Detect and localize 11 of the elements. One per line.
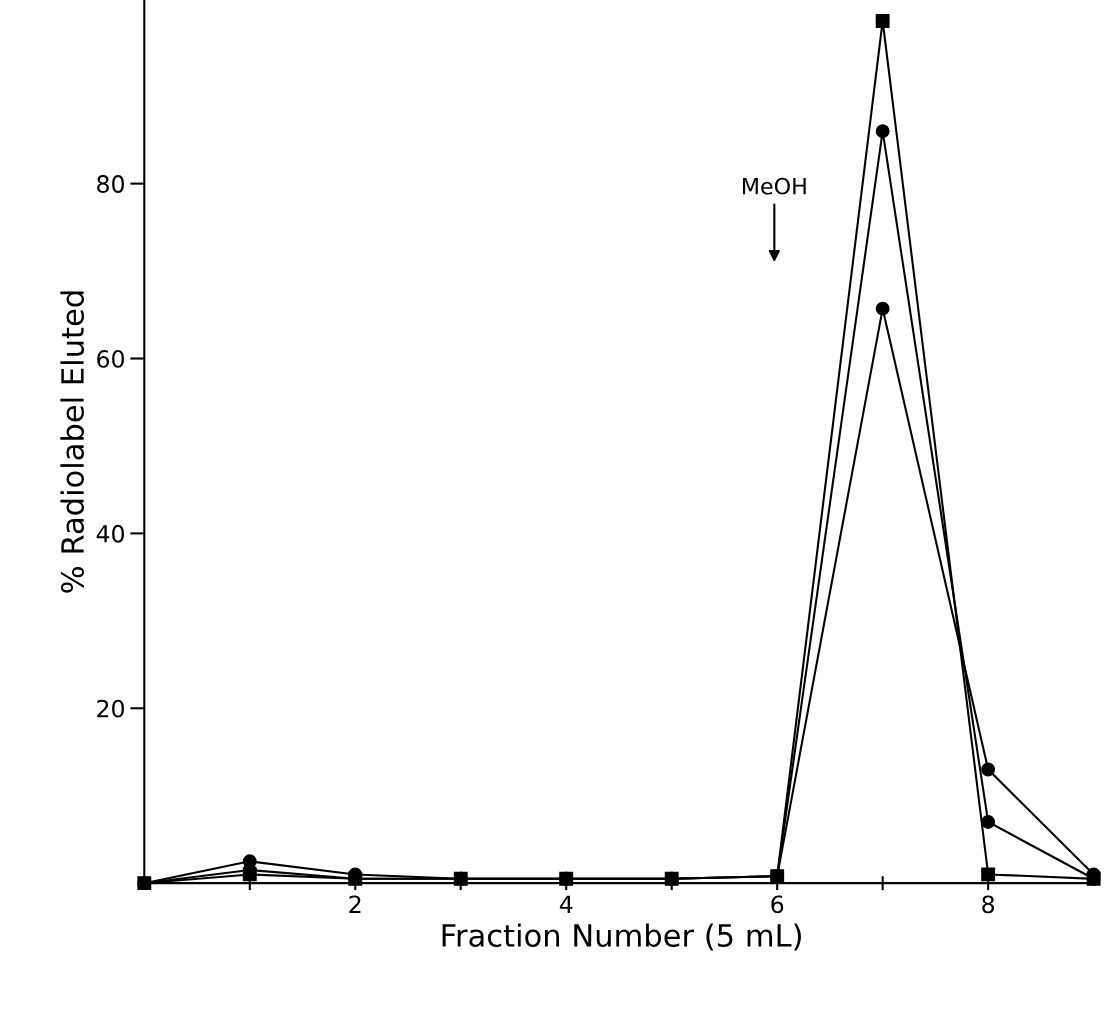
y-tick-label: 60 (97, 349, 124, 368)
y-tick-label: 20 (97, 699, 124, 718)
y-axis-title: % Radiolabel Eluted (60, 291, 85, 593)
annotation: MeOH (742, 177, 806, 195)
x-axis-title: Fraction Number (5 mL) (442, 923, 801, 951)
x-tick-label: 2 (349, 895, 361, 913)
y-tick-label: 40 (96, 524, 124, 543)
x-tick-label: 6 (771, 895, 784, 914)
y-tick-label: 80 (97, 175, 124, 193)
x-tick-label: 4 (559, 895, 573, 913)
x-tick-label: 8 (982, 895, 995, 914)
